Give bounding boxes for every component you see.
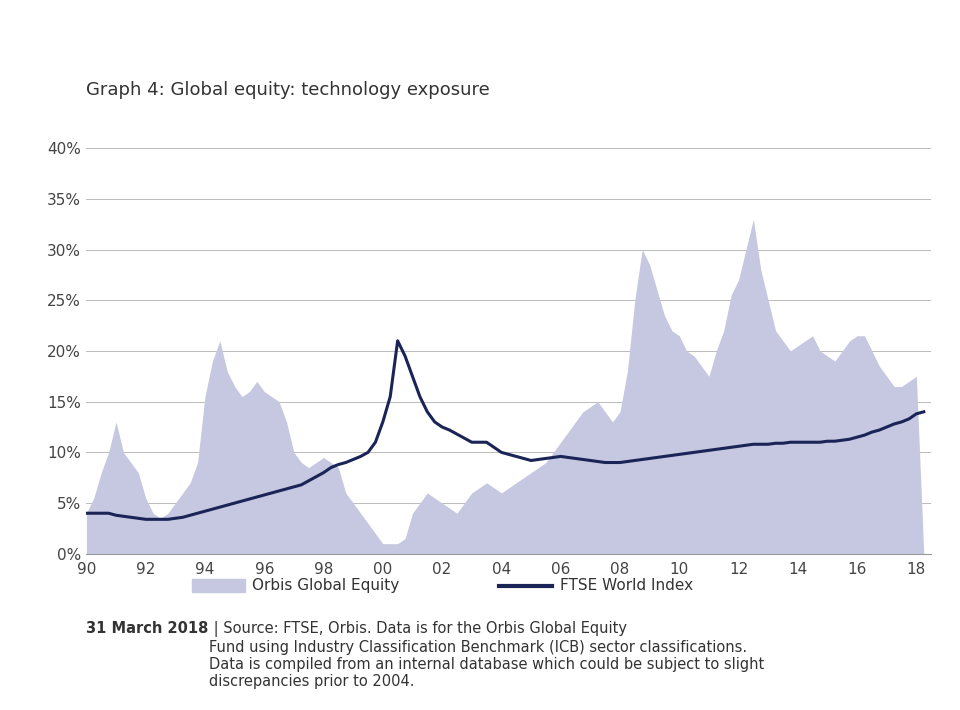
Text: Orbis Global Equity: Orbis Global Equity [252, 578, 399, 594]
FancyBboxPatch shape [192, 579, 245, 592]
Text: 31 March 2018: 31 March 2018 [86, 621, 208, 636]
Text: FTSE World Index: FTSE World Index [560, 578, 693, 594]
Text: | Source: FTSE, Orbis. Data is for the Orbis Global Equity
Fund using Industry C: | Source: FTSE, Orbis. Data is for the O… [209, 621, 764, 689]
Text: Graph 4: Global equity: technology exposure: Graph 4: Global equity: technology expos… [86, 82, 491, 99]
